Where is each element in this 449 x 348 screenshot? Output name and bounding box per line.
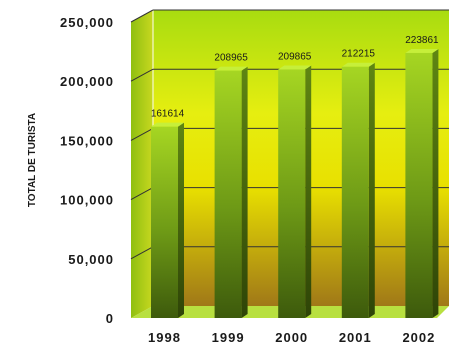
- y-tick-label: 250,000: [60, 15, 114, 30]
- bars: [151, 48, 439, 319]
- bar-top: [278, 65, 312, 70]
- bar-side: [368, 62, 375, 318]
- bar-front: [341, 66, 369, 318]
- gridline-side: [130, 246, 154, 260]
- data-label: 223861: [405, 35, 439, 46]
- bar-top: [405, 48, 439, 53]
- y-tick-label: 150,000: [60, 133, 114, 148]
- data-label: 208965: [214, 53, 248, 64]
- bar: [405, 48, 439, 318]
- bar-top: [341, 62, 375, 67]
- bar: [214, 66, 248, 318]
- bar: [341, 62, 375, 318]
- bar-front: [214, 70, 242, 318]
- y-tick-label: 100,000: [60, 193, 114, 208]
- bar-side: [305, 65, 312, 318]
- bar-front: [151, 126, 178, 319]
- bar: [278, 65, 312, 318]
- x-tick-labels: 1998 1999 2000 2001 2002: [148, 330, 435, 345]
- gridline-side: [130, 187, 154, 201]
- bar-top: [151, 122, 184, 127]
- left-wall: [131, 10, 153, 318]
- bar-side: [432, 48, 439, 318]
- y-tick-label: 50,000: [68, 252, 114, 267]
- gridline-side: [130, 68, 154, 82]
- y-tick-label: 200,000: [60, 74, 114, 89]
- gridline-side: [130, 9, 154, 23]
- x-tick-label: 2002: [402, 330, 435, 345]
- data-label: 161614: [151, 109, 185, 120]
- bar-side: [178, 122, 184, 319]
- bar-front: [405, 52, 433, 318]
- y-axis-label: TOTAL DE TURISTA: [27, 113, 38, 207]
- gridline-side: [130, 127, 154, 141]
- data-label: 209865: [278, 52, 312, 63]
- bar-top: [214, 66, 248, 71]
- data-labels: 161614 208965 209865 212215 223861: [151, 35, 439, 120]
- x-tick-label: 1999: [212, 330, 245, 345]
- y-tick-labels: 0 50,000 100,000 150,000 200,000 250,000: [60, 15, 114, 326]
- x-tick-label: 2001: [339, 330, 372, 345]
- x-tick-label: 1998: [148, 330, 181, 345]
- y-tick-label: 0: [106, 311, 114, 326]
- bar-front: [278, 69, 306, 318]
- bar-side: [241, 66, 248, 318]
- x-tick-label: 2000: [275, 330, 308, 345]
- data-label: 212215: [342, 49, 376, 60]
- bar: [151, 122, 184, 319]
